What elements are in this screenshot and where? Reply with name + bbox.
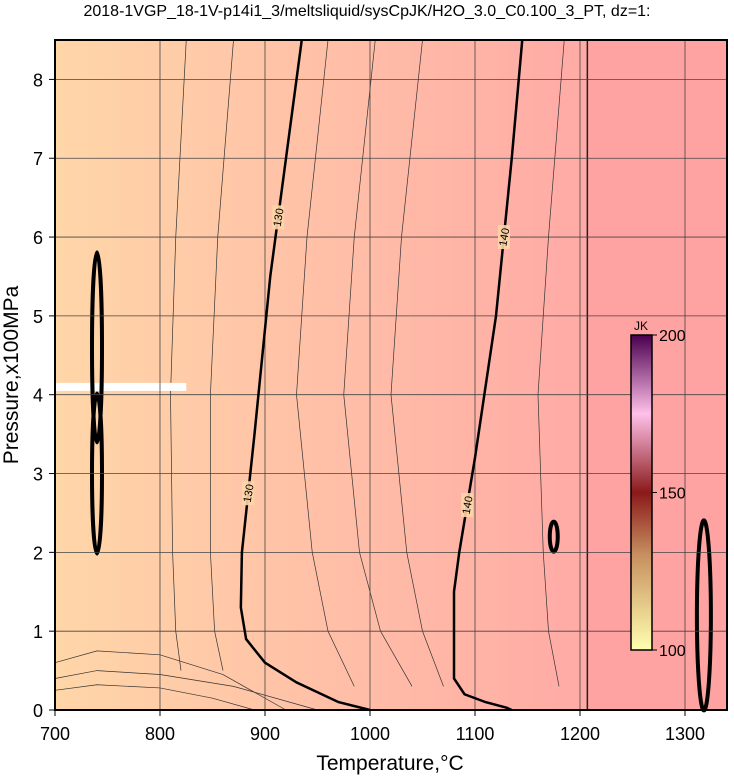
colorbar-tick-label: 200 xyxy=(659,328,686,345)
x-tick-label: 800 xyxy=(145,724,175,744)
plot-frame xyxy=(54,39,728,711)
contour-label: 140 xyxy=(461,495,476,515)
contour-label: 130 xyxy=(272,207,287,227)
x-tick-label: 1300 xyxy=(665,724,705,744)
x-tick-label: 1000 xyxy=(350,724,390,744)
y-tick-label: 7 xyxy=(33,149,43,169)
contour-label-bg xyxy=(242,481,255,506)
contour xyxy=(452,39,524,712)
contour-label-bg xyxy=(497,225,510,250)
x-axis-label: Temperature,°C xyxy=(316,752,463,775)
background xyxy=(55,40,588,710)
colorbar-tick-label: 150 xyxy=(659,486,686,503)
contour-label: 140 xyxy=(497,227,512,247)
y-tick-label: 0 xyxy=(33,701,43,721)
y-tick-label: 4 xyxy=(33,386,43,406)
x-tick-label: 900 xyxy=(250,724,280,744)
white-band xyxy=(55,382,187,391)
contour-label-bg xyxy=(461,493,474,518)
y-tick-label: 5 xyxy=(33,307,43,327)
chart-title: 2018-1VGP_18-1V-p14i1_3/meltsliquid/sysC… xyxy=(83,3,650,20)
colorbar xyxy=(630,334,653,651)
x-tick-label: 1200 xyxy=(560,724,600,744)
x-tick-label: 1100 xyxy=(456,724,495,744)
contour-label: 130 xyxy=(242,483,257,503)
y-tick-label: 2 xyxy=(33,543,43,563)
y-axis-label: Pressure,x100MPa xyxy=(0,285,23,464)
colorbar-tick-label: 100 xyxy=(659,643,686,660)
x-tick-label: 700 xyxy=(40,724,70,744)
y-tick-label: 1 xyxy=(33,622,43,642)
blob xyxy=(547,519,560,554)
y-tick-label: 8 xyxy=(33,70,43,90)
y-tick-label: 3 xyxy=(33,465,43,485)
blob xyxy=(90,250,104,445)
background-far xyxy=(587,40,727,710)
contour xyxy=(239,39,371,712)
y-tick-label: 6 xyxy=(33,228,43,248)
colorbar-label: JK xyxy=(634,319,648,333)
contour-label-bg xyxy=(272,205,285,230)
